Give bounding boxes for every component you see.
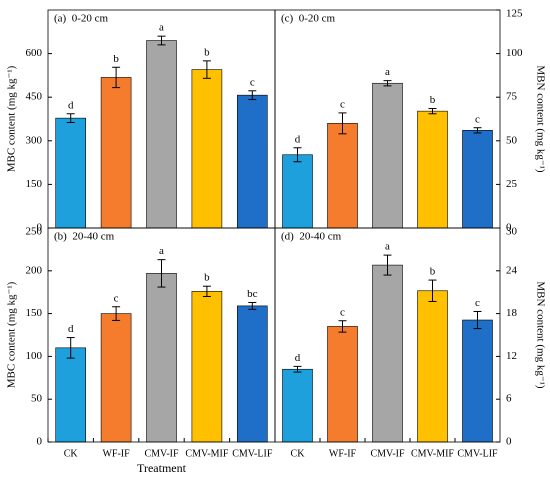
x-tick-label: CMV-LIF (232, 448, 273, 459)
significance-letter: c (250, 76, 255, 88)
bar (100, 77, 132, 229)
significance-letter: a (385, 66, 390, 78)
y-tick-label: 50 (506, 134, 518, 146)
x-tick-label: CMV-IF (144, 448, 179, 459)
bar (100, 313, 132, 443)
y-tick-label: 0 (37, 222, 43, 234)
bar (462, 130, 493, 229)
y-axis-label: MBC content (mg kg⁻¹) (6, 281, 18, 388)
bar (55, 347, 87, 443)
significance-letter: c (475, 113, 480, 125)
y-tick-label: 6 (506, 393, 512, 405)
y-tick-label: 100 (26, 350, 43, 362)
bar (327, 326, 358, 443)
x-tick-label: CK (291, 448, 306, 459)
y-tick-label: 125 (506, 8, 523, 20)
x-tick-label: CMV-LIF (457, 448, 498, 459)
bar (327, 123, 358, 229)
y-tick-label: 150 (26, 178, 43, 190)
x-tick-label: CMV-MIF (185, 448, 228, 459)
significance-letter: c (114, 292, 119, 304)
bar (282, 368, 313, 443)
y-tick-label: 24 (506, 264, 518, 276)
significance-letter: c (340, 306, 345, 318)
x-axis-label: Treatment (137, 461, 187, 475)
significance-letter: d (295, 352, 301, 364)
bar (237, 305, 268, 443)
x-tick-label: WF-IF (102, 448, 130, 459)
y-tick-label: 75 (506, 91, 518, 103)
bar (462, 319, 493, 443)
y-tick-label: 0 (37, 436, 43, 448)
y-tick-label: 150 (26, 307, 43, 319)
panel-label: (a) 0-20 cm (54, 13, 109, 25)
bar (191, 291, 223, 443)
bar (282, 154, 313, 229)
significance-letter: b (204, 272, 210, 284)
significance-letter: b (430, 266, 436, 278)
y-tick-label: 200 (26, 264, 43, 276)
significance-letter: b (430, 94, 436, 106)
bar (146, 40, 177, 229)
y-tick-label: 50 (31, 393, 43, 405)
y-axis-label: MBN content (mg kg⁻¹) (534, 281, 546, 389)
bar (372, 82, 403, 229)
significance-letter: a (159, 22, 164, 34)
y-tick-label: 12 (506, 350, 517, 362)
panel-label: (d) 20-40 cm (281, 231, 342, 243)
significance-letter: bc (247, 288, 258, 300)
significance-letter: a (159, 245, 164, 257)
y-axis-label: MBN content (mg kg⁻¹) (534, 65, 546, 173)
bar (146, 273, 177, 443)
y-tick-label: 30 (506, 226, 518, 238)
y-tick-label: 18 (506, 307, 518, 319)
significance-letter: a (385, 241, 390, 253)
significance-letter: c (340, 98, 345, 110)
x-tick-label: CK (64, 448, 79, 459)
panel-label: (b) 20-40 cm (54, 231, 115, 243)
bar (55, 117, 87, 229)
y-tick-label: 600 (26, 47, 43, 59)
y-tick-label: 300 (26, 134, 43, 146)
significance-letter: d (68, 323, 74, 335)
significance-letter: d (295, 133, 301, 145)
y-tick-label: 0 (506, 436, 512, 448)
bar (417, 110, 448, 229)
y-tick-label: 250 (26, 226, 43, 238)
bar (417, 290, 448, 443)
significance-letter: b (204, 46, 210, 58)
y-tick-label: 0 (506, 222, 512, 234)
x-tick-label: CMV-IF (370, 448, 405, 459)
bar (191, 69, 223, 229)
significance-letter: d (68, 99, 74, 111)
x-tick-label: WF-IF (329, 448, 357, 459)
panel-label: (c) 0-20 cm (281, 13, 336, 25)
bar (372, 264, 403, 443)
bar (237, 94, 268, 229)
y-tick-label: 25 (506, 178, 518, 190)
significance-letter: c (475, 297, 480, 309)
panel-frame (274, 227, 501, 443)
y-tick-label: 100 (506, 47, 523, 59)
y-axis-label: MBC content (mg kg⁻¹) (6, 65, 18, 172)
significance-letter: b (113, 53, 119, 65)
y-tick-label: 450 (26, 91, 43, 103)
x-tick-label: CMV-MIF (411, 448, 454, 459)
